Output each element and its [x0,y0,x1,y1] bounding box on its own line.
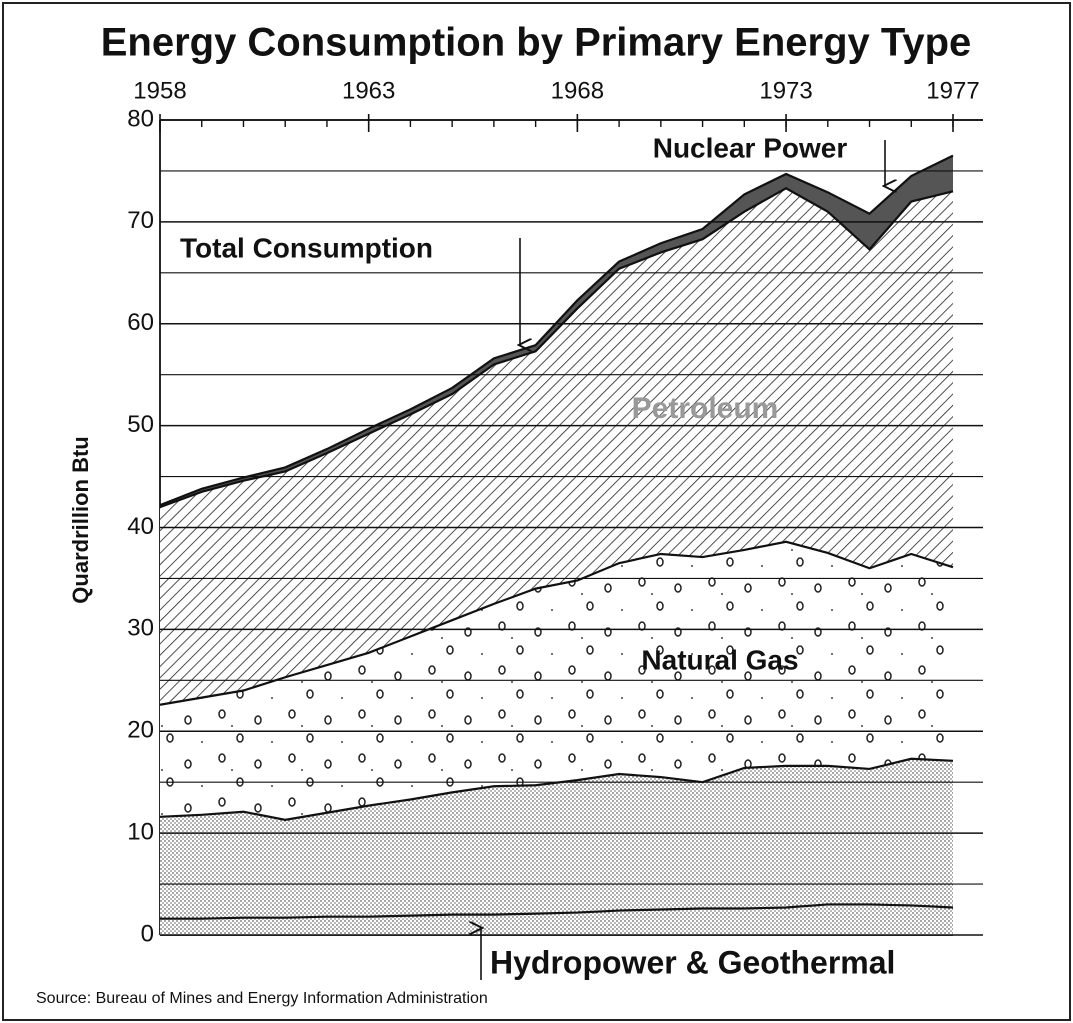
area [160,904,953,935]
chart-title: Energy Consumption by Primary Energy Typ… [101,21,972,65]
series-label: Petroleum [632,392,779,425]
y-tick-label: 60 [127,309,154,336]
y-tick-label: 10 [127,818,154,845]
x-tick-label: 1977 [926,77,979,104]
series-label: Hydropower & Geothermal [490,944,895,980]
source: Source: Bureau of Mines and Energy Infor… [36,990,488,1007]
area [160,758,953,919]
area [160,188,953,705]
x-tick-label: 1963 [342,77,395,104]
annotation: Total Consumption [180,232,433,263]
y-tick-label: 40 [127,513,154,540]
boundary-line [159,540,954,706]
y-axis-label: Quardrillion Btu [68,436,93,603]
y-tick-label: 80 [127,105,154,132]
y-tick-label: 0 [141,920,154,947]
boundary-line [160,903,954,920]
x-tick-label: 1973 [759,77,812,104]
series-label: Nuclear Power [653,132,848,163]
y-tick-label: 70 [127,207,154,234]
boundary-line [159,154,954,507]
boundary-line [159,757,954,821]
y-tick-label: 30 [127,615,154,642]
series-label: Natural Gas [641,644,798,675]
y-tick-label: 20 [127,717,154,744]
x-tick-label: 1968 [551,77,604,104]
y-tick-label: 50 [127,411,154,438]
boundary-line [159,186,954,509]
x-tick-label: 1958 [133,77,186,104]
